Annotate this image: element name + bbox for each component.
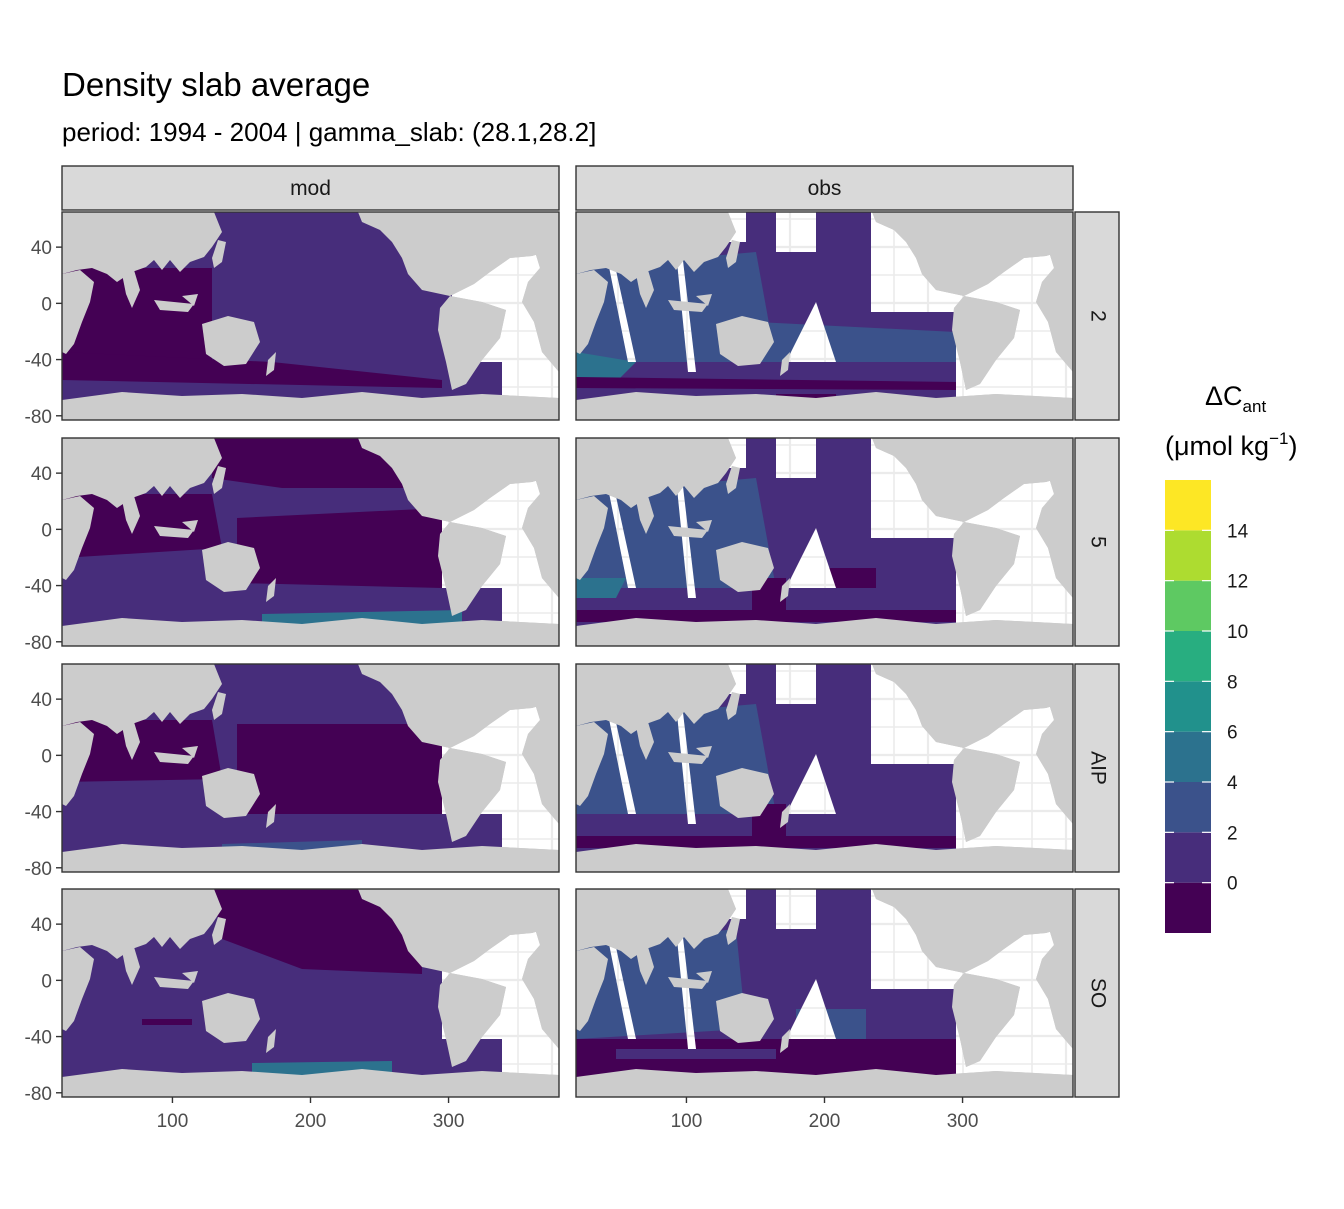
legend-swatch (1165, 731, 1211, 782)
strip-row-5: 5 (1074, 437, 1120, 647)
field-patch-2 (62, 494, 222, 558)
field-patch-3 (756, 322, 956, 362)
legend-label: 10 (1227, 622, 1248, 643)
panel-mod-AIP (61, 663, 560, 873)
legend-swatch (1165, 631, 1211, 682)
field-patch-2 (237, 724, 442, 814)
panel-border (61, 437, 560, 647)
legend-label: 4 (1227, 773, 1238, 794)
y-tick-label: -80 (25, 633, 52, 654)
x-tick-label: 200 (295, 1111, 327, 1132)
field-patch-1 (212, 889, 422, 974)
legend-swatch (1165, 681, 1211, 732)
y-tick-label: -40 (25, 803, 52, 824)
axes: 40 0 -40 -80 40 0 -40 -80 40 0 -40 -80 40 0 -40 -80 100 2… (25, 238, 979, 1132)
y-tick-label: -80 (25, 859, 52, 880)
legend-label: 14 (1227, 521, 1249, 542)
y-tick-label: 40 (31, 690, 52, 711)
y-tick-label: 0 (41, 294, 52, 315)
facet-strips: mod obs 2 5 AIP SO (61, 165, 1120, 1098)
field-patch-1 (576, 929, 746, 1039)
strip-row-AIP: AIP (1074, 663, 1120, 873)
x-tick-label: 200 (809, 1111, 841, 1132)
field-patch-4 (616, 1049, 776, 1059)
x-tick-label: 100 (671, 1111, 703, 1132)
legend-swatch (1165, 480, 1211, 531)
strip-row-2: 2 (1074, 211, 1120, 421)
legend-title: ΔCant (1205, 381, 1266, 416)
field-patch-1 (62, 720, 222, 782)
panel-mod-5 (61, 437, 560, 647)
field-patch-2 (796, 1009, 866, 1039)
strip-label: obs (808, 177, 842, 200)
y-tick-label: -40 (25, 1028, 52, 1049)
legend-label: 0 (1227, 874, 1238, 895)
x-tick-label: 300 (433, 1111, 465, 1132)
y-tick-label: -80 (25, 1084, 52, 1105)
field-patch-2 (142, 1019, 192, 1025)
y-tick-label: 0 (41, 746, 52, 767)
legend-label: 2 (1227, 823, 1238, 844)
y-tick-label: 40 (31, 238, 52, 259)
y-tick-label: -40 (25, 577, 52, 598)
field-patch-2 (62, 352, 442, 388)
strip-label: AIP (1086, 751, 1109, 785)
panel-border (575, 663, 1074, 873)
strip-label: 2 (1086, 310, 1109, 322)
y-tick-label: 40 (31, 464, 52, 485)
y-tick-label: -40 (25, 351, 52, 372)
panel-obs-5 (575, 437, 1074, 647)
strip-label: SO (1086, 978, 1109, 1008)
panel-border (61, 663, 560, 873)
panel-border (575, 437, 1074, 647)
panel-obs-SO (575, 888, 1074, 1098)
y-tick-label: 0 (41, 520, 52, 541)
field-patch-3 (237, 508, 442, 588)
legend-label: 12 (1227, 572, 1248, 593)
chart-title: Density slab average (62, 66, 371, 103)
legend-swatch (1165, 882, 1211, 933)
field-patch-2 (576, 578, 626, 598)
panel-obs-AIP (575, 663, 1074, 873)
field-patch-1 (62, 268, 212, 372)
field-patch-1 (212, 438, 412, 488)
x-tick-label: 100 (157, 1111, 189, 1132)
field-patch-5 (576, 610, 956, 622)
x-tick-label: 300 (947, 1111, 979, 1132)
panel-mod-SO (61, 888, 560, 1098)
panel-border (575, 211, 1074, 421)
y-tick-label: -80 (25, 407, 52, 428)
legend-label: 6 (1227, 723, 1238, 744)
strip-label: 5 (1086, 536, 1109, 548)
legend-swatch (1165, 530, 1211, 581)
legend-label: 8 (1227, 672, 1238, 693)
strip-label: mod (290, 177, 331, 200)
strip-row-SO: SO (1074, 888, 1120, 1098)
y-tick-label: 40 (31, 915, 52, 936)
legend-swatch (1165, 832, 1211, 883)
strip-mod: mod (61, 165, 560, 211)
field-patch-3 (576, 836, 956, 848)
legend-swatch (1165, 580, 1211, 631)
legend-units: (μmol kg−1) (1165, 429, 1297, 461)
y-tick-label: 0 (41, 971, 52, 992)
legend-title-sub: ant (1243, 397, 1267, 416)
strip-obs: obs (575, 165, 1074, 211)
field-patch-4 (826, 568, 876, 588)
panel-obs-2 (575, 211, 1074, 421)
field-patch-5 (576, 377, 956, 390)
panel-grid (61, 211, 1074, 1098)
field-patch-2 (576, 352, 636, 382)
panel-mod-2 (61, 211, 560, 421)
panel-border (61, 211, 560, 421)
color-legend: ΔCant (μmol kg−1) 14 12 10 8 6 4 2 0 (1165, 381, 1297, 933)
legend-swatch (1165, 782, 1211, 833)
chart-subtitle: period: 1994 - 2004 | gamma_slab: (28.1,… (62, 117, 597, 147)
